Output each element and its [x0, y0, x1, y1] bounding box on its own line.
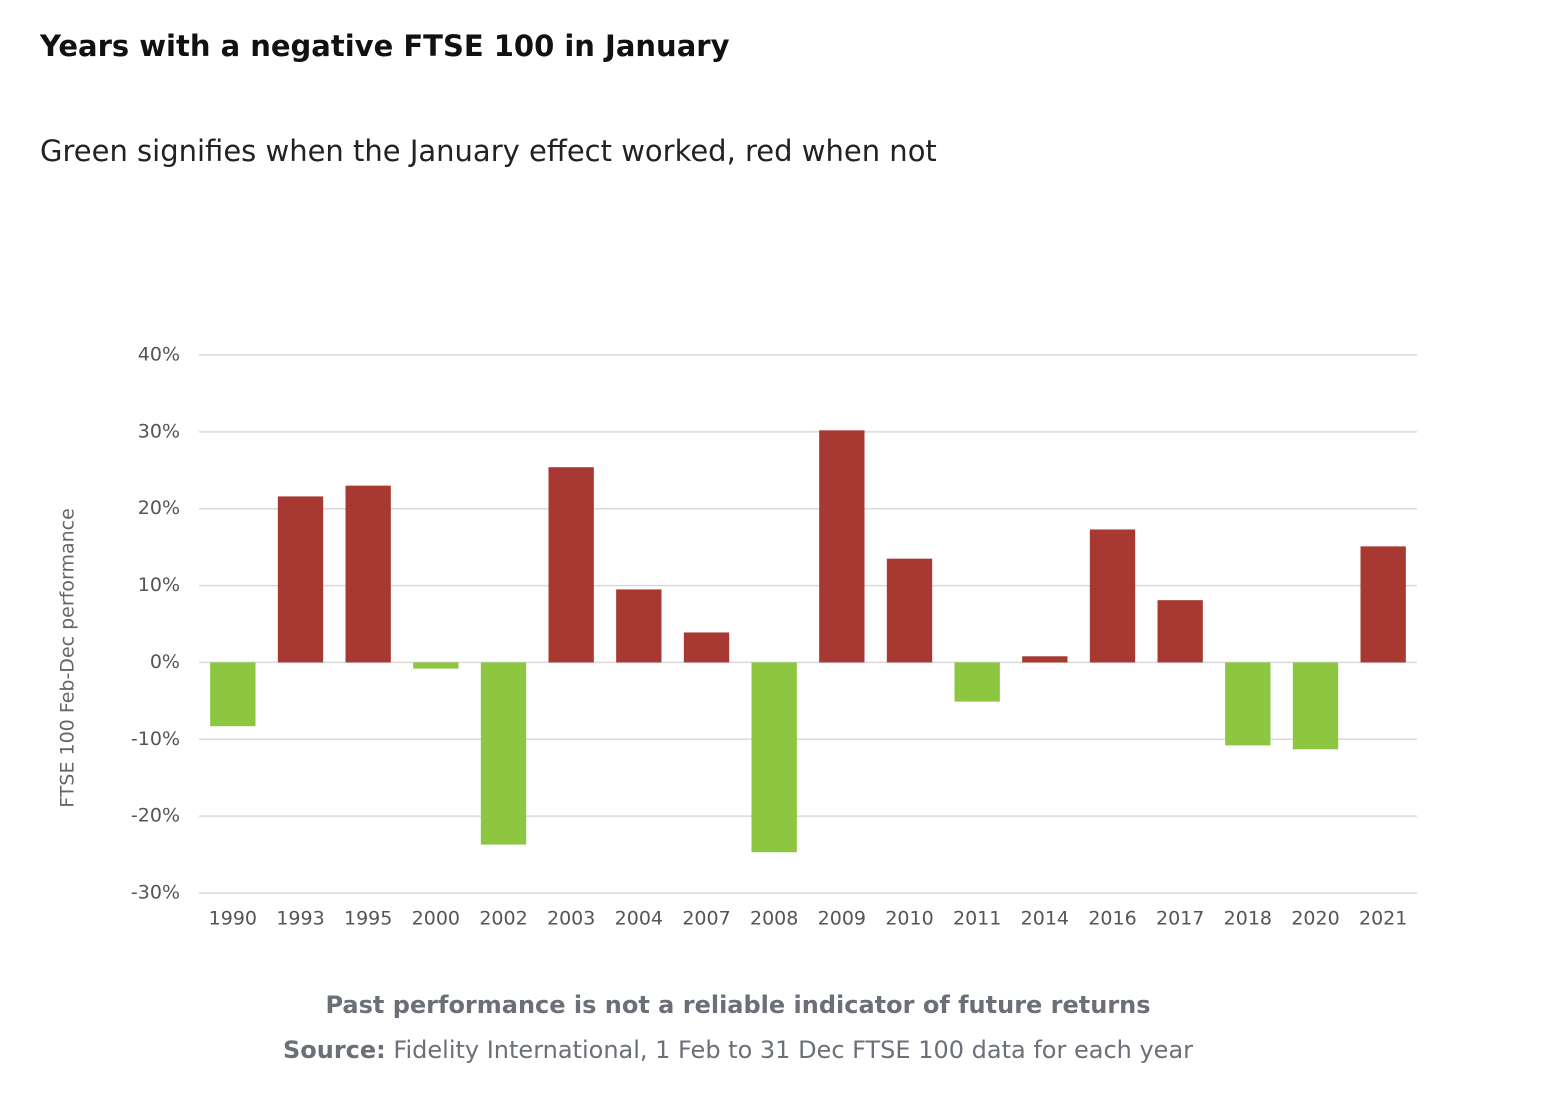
bar	[751, 662, 797, 853]
x-tick-label: 1993	[276, 908, 324, 930]
x-tick-label: 2002	[479, 908, 527, 930]
source-line: Source: Fidelity International, 1 Feb to…	[283, 1036, 1193, 1064]
bar	[548, 467, 594, 663]
bar	[1157, 600, 1203, 663]
bar	[1360, 546, 1406, 663]
bar	[1089, 529, 1136, 663]
x-tick-label: 2003	[547, 908, 595, 930]
source-label: Source:	[283, 1036, 386, 1064]
bar	[683, 632, 730, 663]
bar	[277, 496, 324, 663]
bar	[413, 662, 459, 669]
bar	[345, 485, 391, 663]
source-text: Fidelity International, 1 Feb to 31 Dec …	[393, 1036, 1193, 1064]
y-tick-label: -30%	[131, 882, 180, 904]
x-tick-label: 2018	[1224, 908, 1272, 930]
bar	[819, 430, 865, 663]
bar	[1022, 656, 1068, 663]
x-tick-label: 2009	[818, 908, 866, 930]
y-tick-label: 20%	[138, 497, 180, 519]
x-tick-label: 2014	[1021, 908, 1069, 930]
x-tick-label: 2010	[885, 908, 933, 930]
bar	[210, 662, 256, 727]
chart-subtitle: Green signifies when the January effect …	[40, 134, 937, 168]
bar	[886, 558, 933, 663]
x-tick-label: 2016	[1088, 908, 1136, 930]
bar	[1292, 662, 1339, 750]
y-tick-label: -20%	[131, 805, 180, 827]
x-tick-label: 2011	[953, 908, 1001, 930]
bar	[954, 662, 1000, 702]
x-tick-label: 2007	[682, 908, 730, 930]
y-tick-label: 30%	[138, 420, 180, 442]
disclaimer: Past performance is not a reliable indic…	[325, 991, 1150, 1019]
x-tick-label: 2008	[750, 908, 798, 930]
bar	[1225, 662, 1271, 746]
y-tick-label: 10%	[138, 574, 180, 596]
y-axis-label: FTSE 100 Feb-Dec performance	[57, 508, 79, 808]
y-tick-label: 40%	[138, 344, 180, 366]
bar	[616, 589, 662, 663]
y-tick-label: 0%	[150, 651, 180, 673]
x-tick-label: 2004	[615, 908, 663, 930]
x-tick-label: 2021	[1359, 908, 1407, 930]
y-tick-label: -10%	[131, 728, 180, 750]
x-tick-label: 1995	[344, 908, 392, 930]
chart-title: Years with a negative FTSE 100 in Januar…	[39, 29, 730, 63]
x-tick-label: 2000	[412, 908, 460, 930]
x-tick-label: 2017	[1156, 908, 1204, 930]
bar	[480, 662, 527, 845]
x-tick-label: 1990	[209, 908, 257, 930]
x-tick-label: 2020	[1291, 908, 1339, 930]
